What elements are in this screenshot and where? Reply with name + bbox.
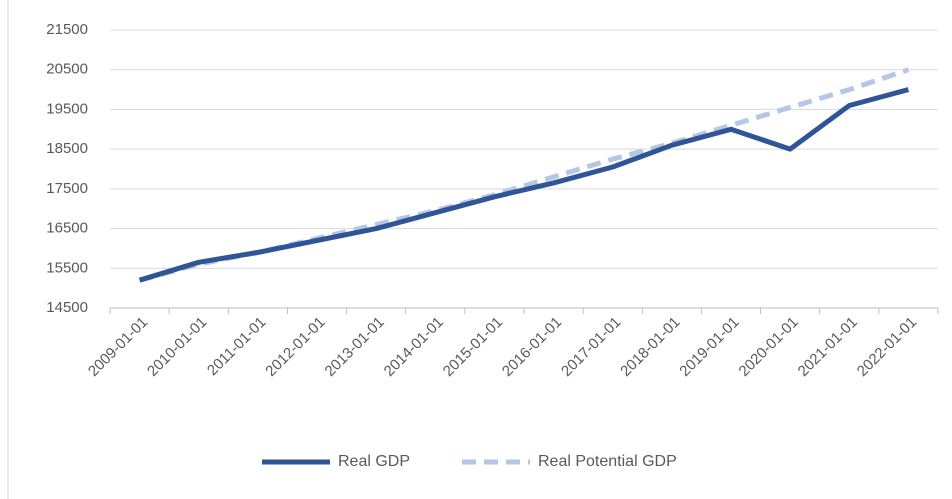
x-tick-label: 2020-01-01	[735, 314, 801, 380]
y-tick-label: 15500	[46, 259, 88, 276]
x-tick-label: 2019-01-01	[676, 314, 742, 380]
x-tick-label: 2018-01-01	[617, 314, 683, 380]
x-tick-label: 2016-01-01	[499, 314, 565, 380]
x-tick-label: 2014-01-01	[381, 314, 447, 380]
y-tick-label: 18500	[46, 140, 88, 157]
x-tick-label: 2022-01-01	[854, 314, 920, 380]
y-tick-label: 21500	[46, 21, 88, 38]
y-tick-label: 17500	[46, 180, 88, 197]
series-line	[138, 87, 910, 283]
x-tick-label: 2021-01-01	[795, 314, 861, 380]
x-tick-label: 2010-01-01	[144, 314, 210, 380]
x-tick-label: 2009-01-01	[85, 314, 151, 380]
series-line	[138, 67, 910, 283]
legend-label: Real GDP	[338, 453, 410, 470]
legend-label: Real Potential GDP	[538, 453, 677, 470]
x-tick-label: 2017-01-01	[558, 314, 624, 380]
x-tick-label: 2012-01-01	[262, 314, 328, 380]
y-tick-label: 20500	[46, 61, 88, 78]
x-tick-label: 2011-01-01	[204, 314, 269, 379]
y-tick-label: 16500	[46, 220, 88, 237]
x-tick-label: 2013-01-01	[321, 314, 387, 380]
x-tick-label: 2015-01-01	[440, 314, 506, 380]
y-tick-label: 19500	[46, 100, 88, 117]
y-tick-label: 14500	[46, 299, 88, 316]
